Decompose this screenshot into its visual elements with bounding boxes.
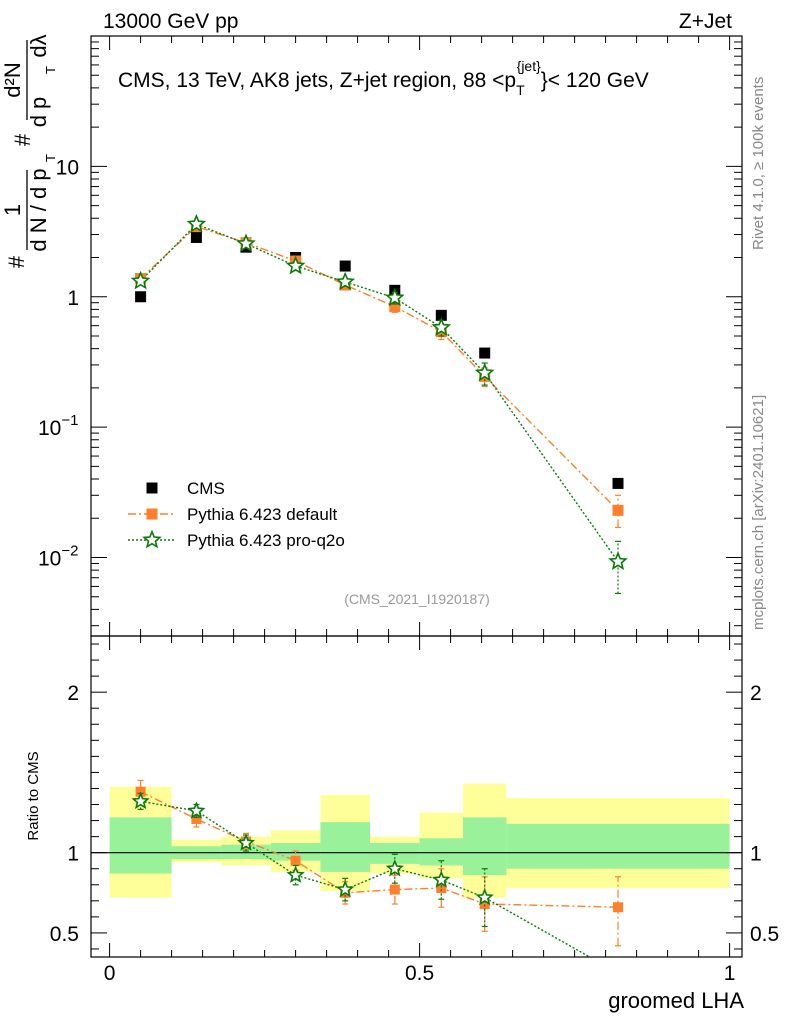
legend-marker xyxy=(142,529,162,549)
chart-title: CMS, 13 TeV, AK8 jets, Z+jet region, 88 … xyxy=(118,58,649,98)
ratio-point-1 xyxy=(432,870,451,888)
ratio-point-1 xyxy=(131,791,150,810)
x-tick-label: 0 xyxy=(104,962,116,985)
x-tick-label: 1 xyxy=(724,962,736,985)
data-point-0 xyxy=(339,260,351,272)
ratio-point-0 xyxy=(436,882,447,893)
y-label-tail: dλ xyxy=(26,34,51,57)
legend: CMS Pythia 6.423 default Pythia 6.423 pro-… xyxy=(128,479,345,550)
header-analysis: Z+Jet xyxy=(679,10,732,33)
data-point-2 xyxy=(236,233,256,253)
data-point-1 xyxy=(389,301,401,313)
data-point-0 xyxy=(435,309,447,321)
uncertainty-band-inner xyxy=(221,844,271,860)
series-line-2 xyxy=(140,223,619,563)
y-label-sub1: T xyxy=(43,154,58,162)
y-tick-label: 1 xyxy=(67,287,79,310)
ratio-point-0 xyxy=(191,813,202,824)
ratio-point-1 xyxy=(187,801,206,819)
ratio-point-0 xyxy=(135,786,146,797)
legend-marker xyxy=(146,482,158,494)
data-point-2 xyxy=(335,271,356,291)
ratio-frame xyxy=(90,635,743,958)
legend-label: CMS xyxy=(187,479,225,498)
uncertainty-band-inner xyxy=(370,843,420,864)
y-label-hash2: # xyxy=(10,133,35,146)
data-point-0 xyxy=(612,477,624,489)
ratio-point-1 xyxy=(385,859,404,877)
ratio-point-1 xyxy=(475,888,494,906)
data-point-2 xyxy=(608,551,628,570)
y-label-num2: d²N xyxy=(0,62,25,97)
data-point-2 xyxy=(431,317,452,336)
ratio-y-tick-label-right: 0.5 xyxy=(750,923,779,946)
y-label-sub2: T xyxy=(43,66,58,74)
ratio-series xyxy=(131,779,623,957)
data-point-2 xyxy=(285,255,306,275)
x-axis-label: groomed LHA xyxy=(608,988,744,1013)
ratio-point-0 xyxy=(479,899,490,910)
mcplots-label: mcplots.cern.ch [arXiv:2401.10621] xyxy=(750,395,767,630)
data-point-2 xyxy=(384,287,405,307)
ratio-panel: 0.5 0.5 1 1 2 2 0 0.5 1 groomed LHA Ratio to CMS xyxy=(25,635,779,1013)
ratio-y-tick-label-right: 2 xyxy=(750,682,762,705)
ratio-y-tick-label: 1 xyxy=(67,843,79,866)
legend-label: Pythia 6.423 pro-q2o xyxy=(187,531,345,550)
uncertainty-band-inner xyxy=(463,817,507,876)
data-point-0 xyxy=(190,231,202,243)
ratio-y-tick-label-right: 1 xyxy=(750,843,762,866)
analysis-watermark: (CMS_2021_I1920187) xyxy=(344,591,490,607)
header-process: 13000 GeV pp xyxy=(103,10,238,33)
ratio-point-0 xyxy=(613,902,623,913)
legend-label: Pythia 6.423 default xyxy=(187,505,338,524)
ratio-axis-label: Ratio to CMS xyxy=(25,751,42,840)
ratio-point-1 xyxy=(336,880,355,898)
y-label-den2: d p xyxy=(26,97,51,128)
data-point-1 xyxy=(612,504,624,516)
ratio-y-tick-label: 0.5 xyxy=(50,923,79,946)
y-label-den1: d N / d p xyxy=(26,168,51,251)
y-tick-label: 10−1 xyxy=(38,412,78,440)
series-line-1 xyxy=(140,225,619,511)
ratio-point-0 xyxy=(290,855,301,866)
ratio-point-1 xyxy=(286,865,305,883)
ratio-line-1 xyxy=(140,800,592,957)
x-tick-label: 0.5 xyxy=(405,962,434,985)
y-label-hash: # xyxy=(4,255,29,268)
data-point-2 xyxy=(474,362,495,382)
uncertainty-band-inner xyxy=(506,823,730,869)
y-label-one: 1 xyxy=(0,204,25,216)
data-point-2 xyxy=(186,213,207,233)
data-point-0 xyxy=(479,347,491,359)
rivet-version-label: Rivet 4.1.0, ≥ 100k events xyxy=(750,77,767,250)
uncertainty-band-inner xyxy=(320,822,370,872)
y-tick-label: 10−2 xyxy=(38,543,78,571)
uncertainty-band-inner xyxy=(109,817,172,874)
y-tick-label: 10 xyxy=(56,156,79,179)
data-point-0 xyxy=(135,291,147,303)
ratio-point-0 xyxy=(389,884,400,895)
ratio-point-1 xyxy=(236,833,256,851)
legend-marker xyxy=(146,508,158,520)
data-point-2 xyxy=(130,270,151,290)
ratio-y-tick-label: 2 xyxy=(67,682,79,705)
